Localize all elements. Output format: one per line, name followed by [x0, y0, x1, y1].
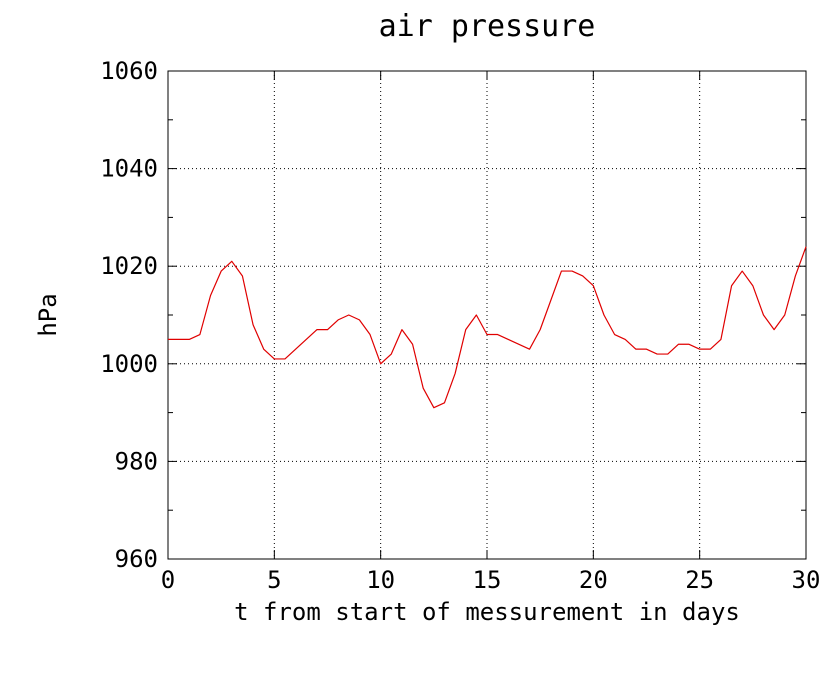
- x-tick-label: 30: [792, 566, 821, 594]
- series-layer: [168, 246, 807, 409]
- y-axis-label: hPa: [34, 293, 62, 336]
- pressure-series-line: [168, 246, 807, 409]
- axis-ticks: [167, 70, 807, 560]
- y-tick-label: 1040: [100, 155, 158, 183]
- y-tick-label: 980: [115, 447, 158, 475]
- y-tick-label: 1020: [100, 252, 158, 280]
- y-tick-label: 1000: [100, 350, 158, 378]
- x-axis-label: t from start of messurement in days: [234, 598, 740, 626]
- chart-title: air pressure: [379, 9, 596, 44]
- grid-lines: [168, 71, 806, 559]
- x-tick-label: 15: [473, 566, 502, 594]
- x-tick-label: 25: [685, 566, 714, 594]
- x-tick-labels: 0 5 10 15 20 25 30: [161, 566, 821, 594]
- x-tick-label: 10: [366, 566, 395, 594]
- y-tick-labels: 960 980 1000 1020 1040 1060: [100, 57, 158, 573]
- x-tick-label: 5: [267, 566, 281, 594]
- x-tick-label: 0: [161, 566, 175, 594]
- y-tick-label: 960: [115, 545, 158, 573]
- x-tick-label: 20: [579, 566, 608, 594]
- y-tick-label: 1060: [100, 57, 158, 85]
